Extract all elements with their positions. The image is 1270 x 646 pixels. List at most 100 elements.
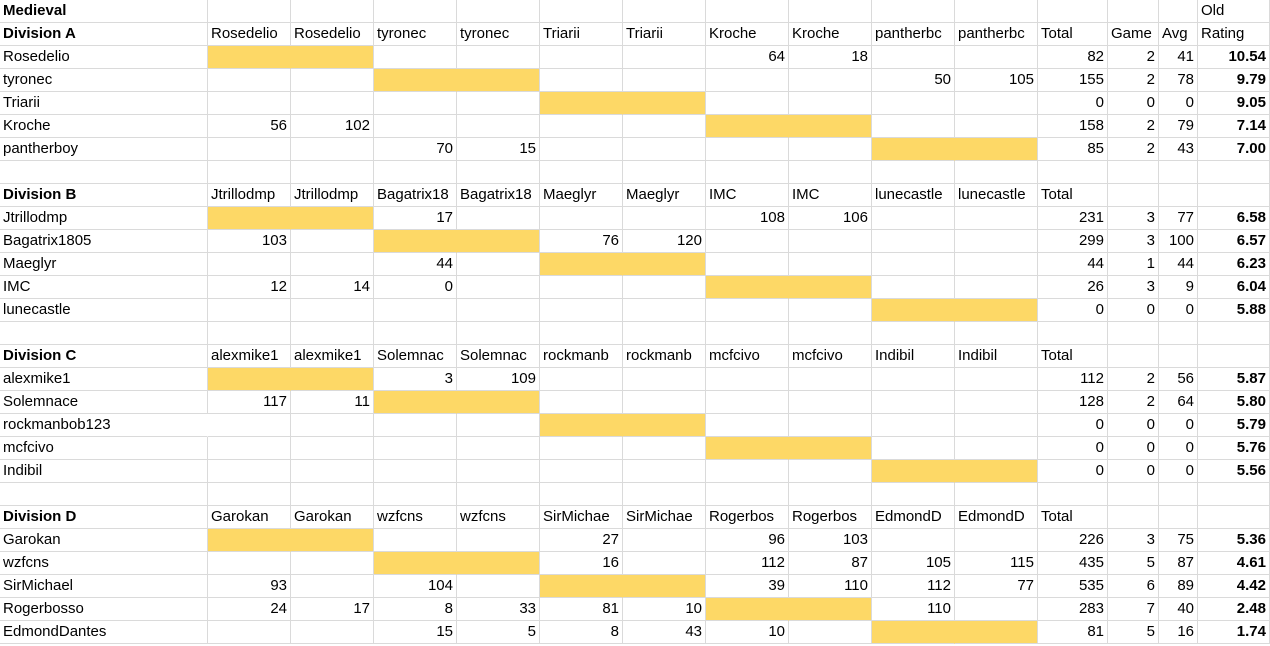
self-match-cell[interactable] [457,552,540,575]
division-title[interactable]: Division D [0,506,208,529]
self-match-cell[interactable] [540,253,623,276]
game-cell[interactable]: 2 [1108,46,1159,69]
score-cell[interactable] [623,138,706,161]
empty-cell[interactable] [955,322,1038,345]
game-cell[interactable]: 0 [1108,92,1159,115]
empty-cell[interactable] [374,161,457,184]
self-match-cell[interactable] [208,207,291,230]
score-cell[interactable] [706,92,789,115]
column-header-player[interactable]: Indibil [955,345,1038,368]
score-cell[interactable]: 81 [540,598,623,621]
score-cell[interactable] [540,391,623,414]
rating-cell[interactable]: 5.36 [1198,529,1270,552]
score-cell[interactable] [208,92,291,115]
score-cell[interactable]: 5 [457,621,540,644]
avg-cell[interactable]: 89 [1159,575,1198,598]
self-match-cell[interactable] [789,276,872,299]
total-cell[interactable]: 0 [1038,460,1108,483]
column-header-player[interactable]: pantherbc [872,23,955,46]
row-player-name[interactable]: alexmike1 [0,368,208,391]
total-cell[interactable]: 128 [1038,391,1108,414]
column-header-player[interactable]: Solemnac [457,345,540,368]
score-cell[interactable] [208,437,291,460]
column-header-total[interactable]: Total [1038,184,1108,207]
score-cell[interactable] [623,207,706,230]
score-cell[interactable]: 44 [374,253,457,276]
avg-cell[interactable]: 64 [1159,391,1198,414]
score-cell[interactable] [291,299,374,322]
column-header-player[interactable]: EdmondD [872,506,955,529]
score-cell[interactable]: 103 [208,230,291,253]
empty-cell[interactable] [872,0,955,23]
empty-cell[interactable] [623,483,706,506]
score-cell[interactable] [623,437,706,460]
rating-cell[interactable]: 6.57 [1198,230,1270,253]
score-cell[interactable] [955,92,1038,115]
self-match-cell[interactable] [623,414,706,437]
self-match-cell[interactable] [706,598,789,621]
score-cell[interactable]: 109 [457,368,540,391]
total-cell[interactable]: 0 [1038,299,1108,322]
empty-cell[interactable] [955,483,1038,506]
row-player-name[interactable]: SirMichael [0,575,208,598]
column-header-player[interactable]: Maeglyr [623,184,706,207]
score-cell[interactable] [457,46,540,69]
score-cell[interactable] [872,115,955,138]
game-cell[interactable]: 5 [1108,552,1159,575]
self-match-cell[interactable] [623,92,706,115]
score-cell[interactable]: 105 [872,552,955,575]
column-header-player[interactable]: Garokan [291,506,374,529]
self-match-cell[interactable] [872,460,955,483]
column-header-player[interactable]: pantherbc [955,23,1038,46]
empty-cell[interactable] [1198,184,1270,207]
column-header-player[interactable]: Maeglyr [540,184,623,207]
column-header-player[interactable]: lunecastle [955,184,1038,207]
score-cell[interactable]: 104 [374,575,457,598]
empty-cell[interactable] [1198,506,1270,529]
score-cell[interactable] [872,207,955,230]
column-header-avg[interactable]: Avg [1159,23,1198,46]
row-player-name[interactable]: Maeglyr [0,253,208,276]
score-cell[interactable] [374,529,457,552]
score-cell[interactable] [208,621,291,644]
row-player-name[interactable]: Jtrillodmp [0,207,208,230]
total-cell[interactable]: 0 [1038,437,1108,460]
score-cell[interactable] [208,253,291,276]
score-cell[interactable]: 15 [457,138,540,161]
total-cell[interactable]: 0 [1038,414,1108,437]
empty-cell[interactable] [789,322,872,345]
score-cell[interactable] [291,437,374,460]
self-match-cell[interactable] [706,437,789,460]
score-cell[interactable]: 112 [872,575,955,598]
score-cell[interactable]: 50 [872,69,955,92]
score-cell[interactable] [457,529,540,552]
avg-cell[interactable]: 79 [1159,115,1198,138]
score-cell[interactable] [872,92,955,115]
score-cell[interactable]: 12 [208,276,291,299]
empty-cell[interactable] [457,322,540,345]
self-match-cell[interactable] [291,529,374,552]
avg-cell[interactable]: 77 [1159,207,1198,230]
empty-cell[interactable] [1038,161,1108,184]
column-header-player[interactable]: SirMichae [540,506,623,529]
self-match-cell[interactable] [872,299,955,322]
score-cell[interactable] [955,598,1038,621]
score-cell[interactable] [291,230,374,253]
score-cell[interactable]: 64 [706,46,789,69]
total-cell[interactable]: 435 [1038,552,1108,575]
score-cell[interactable] [374,460,457,483]
score-cell[interactable] [955,207,1038,230]
empty-cell[interactable] [0,322,208,345]
score-cell[interactable] [706,253,789,276]
rating-cell[interactable]: 1.74 [1198,621,1270,644]
score-cell[interactable] [457,437,540,460]
score-cell[interactable] [457,299,540,322]
self-match-cell[interactable] [374,69,457,92]
column-header-player[interactable]: rockmanb [623,345,706,368]
game-cell[interactable]: 2 [1108,138,1159,161]
rating-cell[interactable]: 2.48 [1198,598,1270,621]
score-cell[interactable] [789,138,872,161]
row-player-name[interactable]: Kroche [0,115,208,138]
rating-cell[interactable]: 5.80 [1198,391,1270,414]
column-header-player[interactable]: Rogerbos [789,506,872,529]
